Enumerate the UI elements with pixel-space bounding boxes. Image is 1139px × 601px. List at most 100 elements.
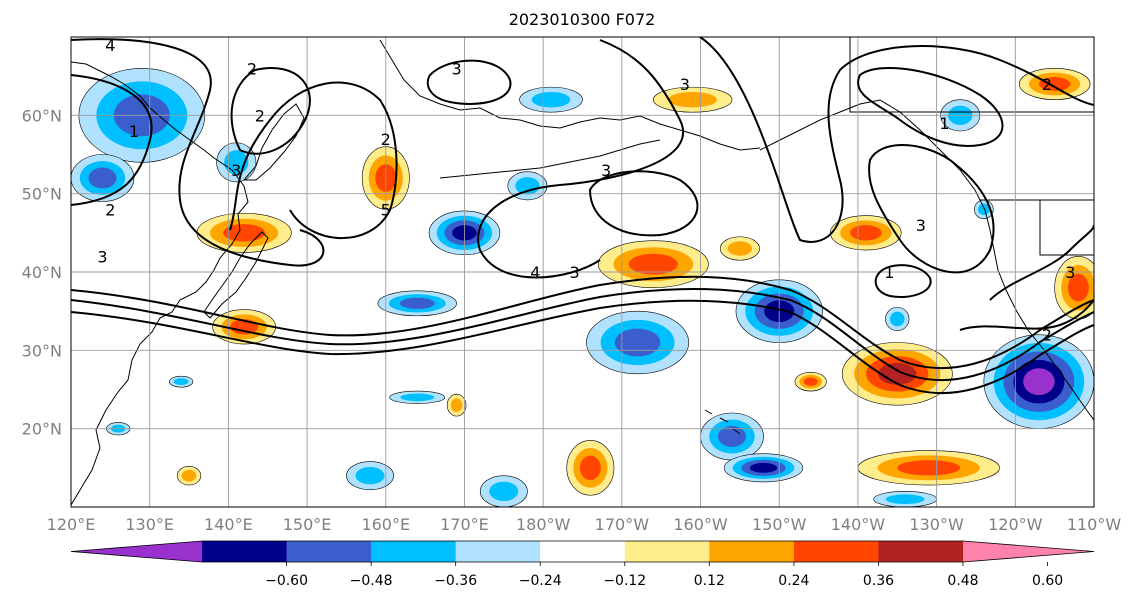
anomaly-blob: [653, 86, 733, 113]
colorbar-tick-label: 0.48: [947, 573, 978, 589]
contour-label: 3: [601, 161, 611, 180]
kamchatka-coast: [242, 103, 305, 181]
anomaly-blob: [346, 461, 394, 491]
anomaly-level: [614, 328, 661, 357]
map-title: 2023010300 F072: [509, 10, 656, 29]
colorbar-segment: [540, 541, 626, 562]
latitude-tick-labels: 20°N 30°N 40°N 50°N 60°N: [22, 106, 62, 438]
lon-tick-label: 150°W: [752, 515, 807, 534]
anomaly-blob: [176, 465, 202, 486]
anomaly-blob: [857, 450, 1000, 486]
anomaly-level: [355, 466, 385, 485]
contour-label: 2: [1042, 75, 1052, 94]
japan-coast: [203, 231, 269, 319]
contour-label: 3: [231, 161, 241, 180]
contour-line: [71, 38, 325, 267]
contour-line: [699, 37, 1094, 243]
anomaly-level: [489, 481, 519, 501]
anomaly-blob: [723, 453, 804, 483]
anomaly-blob: [519, 86, 583, 113]
anomaly-level: [890, 311, 905, 327]
anomaly-level: [450, 398, 463, 412]
contour-line: [588, 170, 699, 237]
anomaly-level: [897, 460, 961, 476]
contour-label: 1: [884, 263, 894, 282]
anomaly-level: [181, 469, 197, 482]
anomaly-blob: [841, 342, 953, 406]
lon-tick-label: 150°E: [283, 515, 332, 534]
colorbar-segment: [793, 541, 879, 562]
anomaly-level: [223, 224, 266, 242]
colorbar-segment: [709, 541, 795, 562]
colorbar-tick-label: 0.24: [778, 573, 809, 589]
anomaly-blob: [507, 171, 548, 201]
anomaly-blob: [700, 412, 764, 461]
anomaly-blob: [71, 154, 135, 202]
contour-line: [868, 144, 995, 274]
contour-line: [71, 74, 153, 206]
map-frame: [70, 36, 1095, 508]
contour-line: [989, 224, 1094, 301]
contour-label: 2: [105, 200, 115, 219]
longitude-tick-labels: 120°E 130°E 140°E 150°E 160°E 170°E 180°W 170°W…: [47, 515, 1122, 534]
colorbar-segment: [202, 541, 288, 562]
contour-label: 3: [916, 216, 926, 235]
lon-tick-label: 160°W: [673, 515, 728, 534]
colorbar-outline: [70, 540, 1095, 563]
anomaly-level: [628, 253, 678, 275]
lat-tick-label: 30°N: [22, 341, 62, 360]
lat-tick-label: 40°N: [22, 263, 62, 282]
contour-label: 3: [1065, 263, 1075, 282]
contour-line: [959, 299, 1094, 331]
anomaly-blob: [597, 240, 709, 288]
colorbar-tick-label: 0.36: [863, 573, 894, 589]
contour-label: 2: [381, 130, 391, 149]
aleutian-chain: [439, 139, 661, 179]
anomaly-level: [718, 426, 747, 447]
contour-label: 4: [530, 263, 540, 282]
anomaly-level: [749, 462, 778, 473]
anomaly-blob: [377, 290, 457, 317]
contour-label: 3: [570, 263, 580, 282]
anomaly-level: [668, 91, 717, 108]
lon-tick-label: 140°W: [831, 515, 886, 534]
lon-tick-label: 130°W: [909, 515, 964, 534]
anomaly-level: [399, 297, 435, 309]
contour-label: 5: [381, 200, 391, 219]
lon-tick-label: 120°E: [47, 515, 96, 534]
colorbar-tick-label: −0.36: [434, 573, 477, 589]
contour-label: 1: [939, 114, 949, 133]
anomaly-level: [173, 378, 189, 386]
lon-tick-label: 160°E: [361, 515, 410, 534]
anomaly-blob: [169, 375, 194, 388]
contour-label: 3: [97, 247, 107, 266]
contour-label: 1: [129, 122, 139, 141]
colorbar-extend-low: [71, 541, 202, 562]
contour-line: [857, 66, 1004, 147]
colorbar-extend-high: [963, 541, 1094, 562]
colorbar-segment: [878, 541, 964, 562]
lon-tick-label: 120°W: [988, 515, 1043, 534]
contour-line: [230, 67, 311, 155]
anomaly-blob: [794, 371, 827, 392]
contour-line: [71, 275, 1094, 369]
anomaly-level: [88, 167, 117, 189]
contour-label: 3: [451, 59, 461, 78]
anomaly-level: [885, 494, 925, 504]
contour-line: [71, 299, 1094, 394]
lon-tick-label: 180°W: [516, 515, 571, 534]
colorbar-tick-label: −0.24: [519, 573, 562, 589]
contour-labels: 4 3 2 2 1 3 2 3 2 5 3 4 3 3 2 1 3 1 3 2: [97, 37, 1075, 345]
anomaly-level: [878, 362, 917, 385]
colorbar-segment: [455, 541, 541, 562]
anomaly-blob: [719, 236, 760, 261]
colorbar-tick-label: −0.12: [603, 573, 646, 589]
contour-label: 2: [255, 106, 265, 125]
anomaly-level: [579, 455, 601, 481]
contour-line: [477, 39, 684, 279]
contour-label: 2: [1042, 326, 1052, 345]
anomaly-blob: [1054, 256, 1094, 320]
contour-label: 2: [247, 59, 257, 78]
lat-tick-label: 50°N: [22, 185, 62, 204]
